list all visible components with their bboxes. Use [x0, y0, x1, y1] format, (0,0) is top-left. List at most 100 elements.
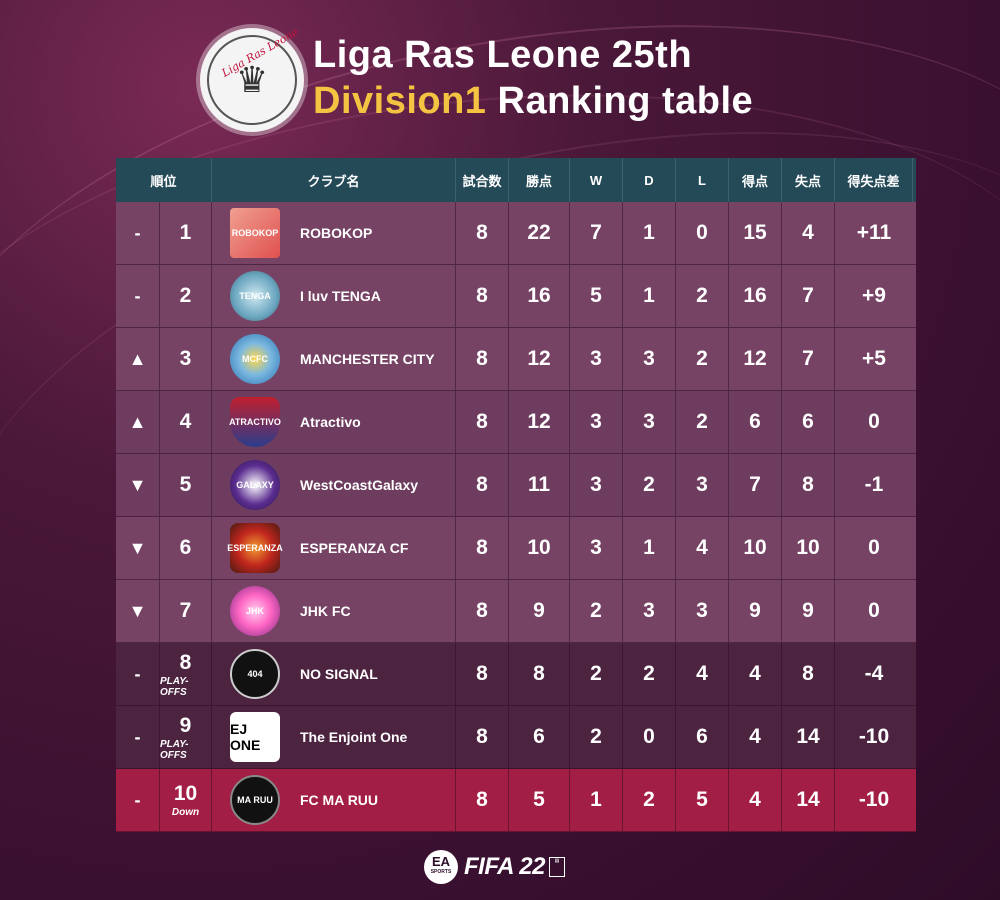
ea-label: EA [431, 854, 451, 869]
goal-diff-cell: +9 [862, 284, 886, 307]
ea-sub-label: SPORTS [430, 869, 452, 875]
col-header-wins: W [570, 158, 623, 202]
goal-diff-cell: +11 [856, 221, 892, 244]
draws-cell: 1 [623, 517, 676, 579]
club-badge-icon: 404 [230, 649, 280, 699]
rank-note: Down [171, 807, 200, 818]
rank-note: PLAY-OFFS [160, 675, 189, 698]
ea-sports-logo: EA SPORTS [424, 850, 458, 884]
wins-cell: 1 [570, 769, 623, 831]
col-header-losses: L [676, 158, 729, 202]
goals-for-cell: 9 [729, 580, 782, 642]
club-cell: MCFC MANCHESTER CITY [212, 328, 456, 390]
ranking-table: 順位 クラブ名 試合数 勝点 W D L 得点 失点 得失点差 -1 ROBOKO… [116, 158, 916, 832]
club-name: JHK FC [300, 603, 351, 619]
losses-cell: 6 [676, 706, 729, 768]
points-cell: 12 [509, 328, 570, 390]
goals-for-cell: 12 [729, 328, 782, 390]
wins-cell: 2 [570, 580, 623, 642]
losses-cell: 5 [676, 769, 729, 831]
wins-cell: 3 [570, 517, 623, 579]
col-header-club: クラブ名 [212, 158, 456, 202]
movement-icon: ▼ [128, 600, 147, 621]
rank-cell: 8 PLAY-OFFS [160, 643, 212, 705]
goals-for-cell: 4 [729, 769, 782, 831]
club-cell: ROBOKOP ROBOKOP [212, 202, 456, 264]
played-cell: 8 [456, 328, 509, 390]
rank-number: 7 [179, 598, 192, 622]
played-cell: 8 [456, 265, 509, 327]
club-name: MANCHESTER CITY [300, 351, 435, 367]
club-badge-icon: MA RUU [230, 775, 280, 825]
goals-for-cell: 7 [729, 454, 782, 516]
losses-cell: 0 [676, 202, 729, 264]
club-badge-icon: MCFC [230, 334, 280, 384]
draws-cell: 1 [623, 202, 676, 264]
wins-cell: 7 [570, 202, 623, 264]
wins-cell: 2 [570, 706, 623, 768]
rank-number: 9 [179, 713, 192, 737]
club-badge-text: GALAXY [236, 480, 274, 490]
rank-number: 1 [179, 220, 192, 244]
losses-cell: 3 [676, 454, 729, 516]
goals-against-cell: 6 [782, 391, 835, 453]
page-subtitle: Division1 Ranking table [313, 80, 753, 123]
club-name: FC MA RUU [300, 792, 379, 808]
rank-number: 5 [179, 472, 192, 496]
goal-diff-cell: -4 [864, 662, 884, 685]
movement-icon: - [134, 789, 141, 810]
points-cell: 10 [509, 517, 570, 579]
goals-against-cell: 4 [782, 202, 835, 264]
movement-icon: ▲ [128, 411, 147, 432]
ranking-table-label: Ranking table [497, 80, 754, 122]
club-name: The Enjoint One [300, 729, 408, 745]
movement-indicator: ▼ [116, 580, 160, 642]
points-cell: 16 [509, 265, 570, 327]
goals-for-cell: 4 [729, 706, 782, 768]
table-row: -9 PLAY-OFFS EJ ONE The Enjoint One 8 6 2 0 6 4 14… [116, 706, 916, 769]
rank-cell: 10 Down [160, 769, 212, 831]
goals-for-cell: 10 [729, 517, 782, 579]
table-row: ▼ 6 ESPERANZA ESPERANZA CF 8 10 3 1 4 10 10 0 [116, 517, 916, 580]
table-row: -1 ROBOKOP ROBOKOP 8 22 7 1 0 15 4 +11 [116, 202, 916, 265]
draws-cell: 1 [623, 265, 676, 327]
rank-cell: 6 [160, 517, 212, 579]
club-name: I luv TENGA [300, 288, 381, 304]
movement-icon: ▼ [128, 537, 147, 558]
club-badge-icon: ROBOKOP [230, 208, 280, 258]
goals-against-cell: 14 [782, 706, 835, 768]
movement-icon: - [134, 726, 141, 747]
club-badge-text: ESPERANZA [227, 543, 283, 553]
draws-cell: 2 [623, 769, 676, 831]
club-badge-text: 404 [247, 669, 263, 679]
club-cell: TENGA I luv TENGA [212, 265, 456, 327]
col-header-draws: D [623, 158, 676, 202]
movement-icon: ▼ [128, 474, 147, 495]
points-cell: 22 [509, 202, 570, 264]
fifa-label: FIFA 22 [464, 853, 545, 880]
club-name: ROBOKOP [300, 225, 373, 241]
club-badge-icon: ESPERANZA [227, 523, 283, 573]
club-badge-icon: EJ ONE [230, 712, 280, 762]
club-badge-icon: ATRACTIVO [229, 397, 281, 447]
goal-diff-cell: 0 [868, 599, 880, 622]
club-cell: ESPERANZA ESPERANZA CF [212, 517, 456, 579]
club-badge-text: MA RUU [237, 795, 273, 805]
played-cell: 8 [456, 454, 509, 516]
club-badge-text: TENGA [239, 291, 271, 301]
points-cell: 11 [509, 454, 570, 516]
club-cell: JHK JHK FC [212, 580, 456, 642]
goals-for-cell: 6 [729, 391, 782, 453]
goals-against-cell: 8 [782, 454, 835, 516]
movement-icon: - [134, 285, 141, 306]
club-name: Atractivo [300, 414, 361, 430]
wins-cell: 5 [570, 265, 623, 327]
club-name: NO SIGNAL [300, 666, 378, 682]
rank-number: 6 [179, 535, 192, 559]
rank-cell: 1 [160, 202, 212, 264]
movement-icon: ▲ [128, 348, 147, 369]
played-cell: 8 [456, 706, 509, 768]
rank-note: PLAY-OFFS [160, 738, 189, 761]
losses-cell: 2 [676, 328, 729, 390]
goals-against-cell: 9 [782, 580, 835, 642]
